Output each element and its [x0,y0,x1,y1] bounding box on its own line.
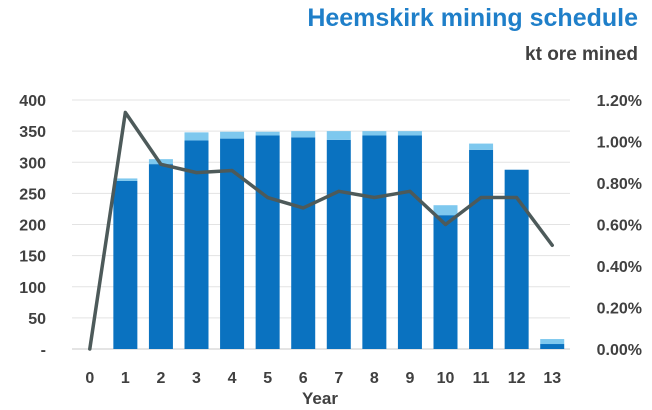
y-right-tick-label: 0.40% [597,259,642,276]
y-left-tick-label: 250 [19,186,46,203]
x-tick-label: 1 [121,370,130,387]
bar-ore-mined [291,137,316,349]
bar-ore-mined-upper [291,131,316,138]
y-left-tick-label: 200 [19,218,46,235]
line-point [551,244,554,247]
x-tick-label: 2 [156,370,165,387]
line-point [195,171,198,174]
y-right-tick-label: 1.00% [597,135,642,152]
y-left-tick-label: 350 [19,124,46,141]
x-tick-label: 7 [334,370,343,387]
x-tick-label: 9 [405,370,414,387]
x-tick-label: 8 [370,370,379,387]
bar-ore-mined [220,138,245,349]
y-right-tick-label: 0.00% [597,342,642,359]
line-point [373,196,376,199]
bar-ore-mined-upper [540,339,565,345]
bar-ore-mined-upper [255,131,280,136]
y-right-tick-label: 0.60% [597,218,642,235]
bar-ore-mined [184,140,209,349]
line-point [302,206,305,210]
bar-ore-mined-upper [220,131,245,139]
y-left-tick-label: 300 [19,155,46,172]
x-tick-label: 4 [228,370,237,387]
bar-ore-mined [326,139,351,349]
bar-ore-mined-upper [433,205,458,216]
x-tick-label: 12 [508,370,526,387]
y-right-tick-label: 0.80% [597,176,642,193]
chart-title: Heemskirk mining schedule [307,4,638,32]
chart-subtitle: kt ore mined [525,44,638,65]
bar-ore-mined-upper [184,132,209,141]
bar-ore-mined [433,215,458,349]
line-point [266,196,269,199]
x-tick-label: 0 [85,370,94,387]
bar-ore-mined-upper [113,178,138,181]
x-axis-title: Year [302,389,338,408]
bar-ore-mined [362,135,387,349]
line-point [479,196,483,199]
y-right-tick-label: 1.20% [597,93,642,110]
bar-ore-mined-upper [326,131,351,140]
line-point [88,347,91,351]
line-point [515,196,518,199]
series-line [88,110,554,351]
y-left-tick-label: 50 [28,311,46,328]
line-point [444,223,447,226]
bar-ore-mined [255,135,280,349]
bar-ore-mined [504,169,529,349]
y-right-tick-label: 0.20% [597,301,642,318]
y-left-tick-label: 150 [19,249,46,266]
x-tick-label: 13 [543,370,561,387]
line-point [159,163,163,166]
bar-ore-mined-upper [397,131,422,136]
bar-ore-mined [540,344,565,349]
y-left-tick-label: 400 [19,93,46,110]
bar-ore-mined-upper [362,131,387,136]
line-point [408,190,412,193]
x-tick-label: 6 [299,370,308,387]
x-tick-label: 5 [263,370,272,387]
line-point [230,169,234,172]
line-point [124,111,127,114]
x-tick-label: 11 [473,370,490,387]
line-point [337,190,340,193]
bar-ore-mined [113,180,138,349]
x-tick-label: 10 [437,370,455,387]
bar-ore-mined [397,135,422,349]
bar-ore-mined [148,164,173,349]
y-left-tick-label: - [41,342,46,359]
bar-ore-mined [469,149,494,349]
bar-ore-mined-upper [469,143,494,150]
x-tick-label: 3 [192,370,201,387]
y-left-tick-label: 100 [19,280,46,297]
